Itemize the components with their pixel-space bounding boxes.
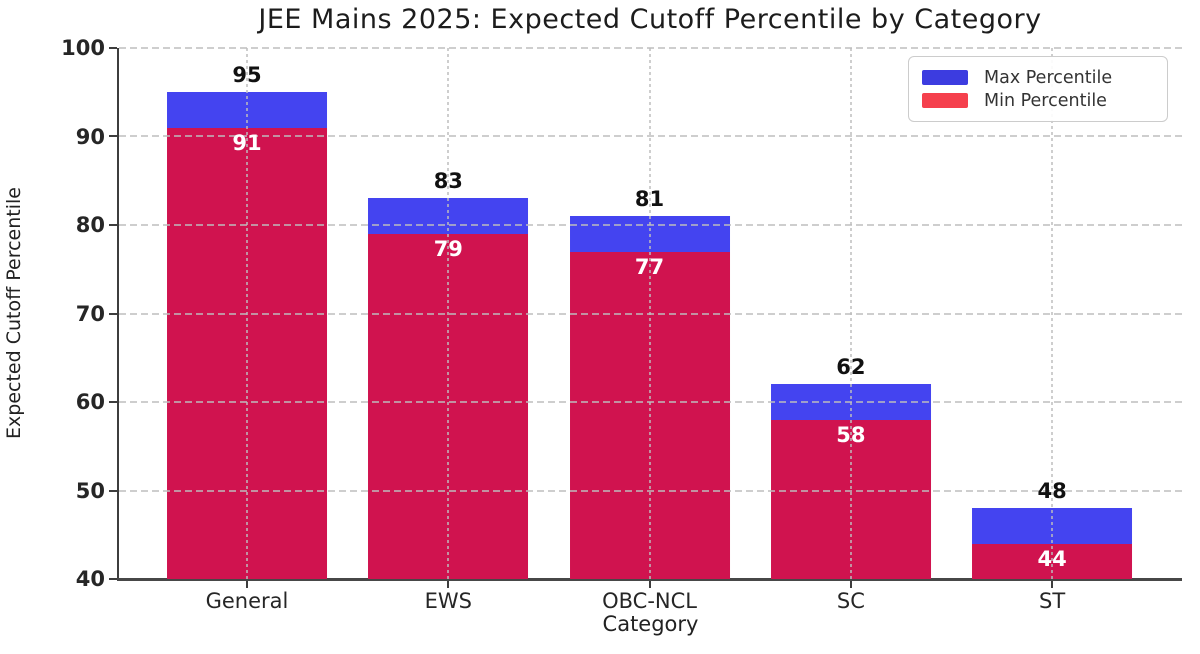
x-tick-mark <box>245 581 248 588</box>
x-tick-mark <box>1051 581 1054 588</box>
bar-max-value-label: 83 <box>433 169 463 194</box>
bar-min-value-label: 79 <box>433 236 463 261</box>
bar-max-segment <box>972 508 1133 544</box>
gridline-horizontal <box>119 47 1182 49</box>
bar-max-segment <box>569 216 730 252</box>
x-tick-mark <box>447 581 450 588</box>
x-tick-mark <box>849 581 852 588</box>
legend-label-min: Min Percentile <box>984 90 1107 111</box>
x-tick-label: General <box>205 589 289 613</box>
bar-max-value-label: 48 <box>1037 479 1067 504</box>
y-tick-mark <box>109 489 117 492</box>
x-axis-spine <box>117 578 1182 581</box>
y-axis-label: Expected Cutoff Percentile <box>3 187 25 439</box>
legend-item-min: Min Percentile <box>922 89 1153 112</box>
legend-swatch-min <box>922 93 968 108</box>
chart-title: JEE Mains 2025: Expected Cutoff Percenti… <box>258 4 1042 35</box>
bar-max-value-label: 81 <box>634 187 665 212</box>
y-tick-label: 70 <box>75 301 105 326</box>
y-tick-label: 40 <box>75 567 105 591</box>
bar-min-value-label: 58 <box>836 422 866 447</box>
y-tick-mark <box>109 578 117 580</box>
y-tick-mark <box>109 400 117 403</box>
y-tick-mark <box>109 47 117 49</box>
bar-min-segment <box>569 251 730 579</box>
x-tick-label: SC <box>836 589 865 613</box>
bar-max-segment <box>368 198 529 234</box>
y-tick-label: 90 <box>75 124 105 149</box>
bar-min-segment <box>368 233 529 579</box>
bar-max-value-label: 95 <box>232 63 262 88</box>
y-axis-spine <box>117 48 119 579</box>
y-tick-label: 80 <box>75 213 105 237</box>
bar-min-value-label: 44 <box>1037 546 1067 571</box>
y-tick-mark <box>109 223 117 226</box>
x-tick-label: EWS <box>424 589 472 613</box>
x-axis-label: Category <box>602 612 699 636</box>
legend-label-max: Max Percentile <box>984 67 1113 88</box>
y-tick-mark <box>109 312 117 315</box>
bar-max-segment <box>770 384 931 420</box>
bar-max-value-label: 62 <box>836 355 866 380</box>
bar-min-value-label: 77 <box>634 254 665 279</box>
x-tick-label: ST <box>1039 589 1066 613</box>
x-tick-label: OBC-NCL <box>602 589 697 613</box>
bar-min-value-label: 91 <box>232 130 262 155</box>
bar-max-segment <box>167 92 327 128</box>
y-tick-label: 60 <box>75 390 105 414</box>
y-tick-mark <box>109 135 117 138</box>
legend-item-max: Max Percentile <box>922 66 1153 89</box>
legend: Max Percentile Min Percentile <box>908 56 1168 122</box>
y-tick-label: 50 <box>75 478 105 503</box>
y-tick-label: 100 <box>61 36 105 60</box>
bar-min-segment <box>167 127 327 579</box>
legend-swatch-max <box>922 70 968 85</box>
plot-area: 40 50 60 70 80 90 100 95 91 General 83 79 EWS 81 77 OBC… <box>61 36 1182 613</box>
x-tick-mark <box>648 581 651 588</box>
